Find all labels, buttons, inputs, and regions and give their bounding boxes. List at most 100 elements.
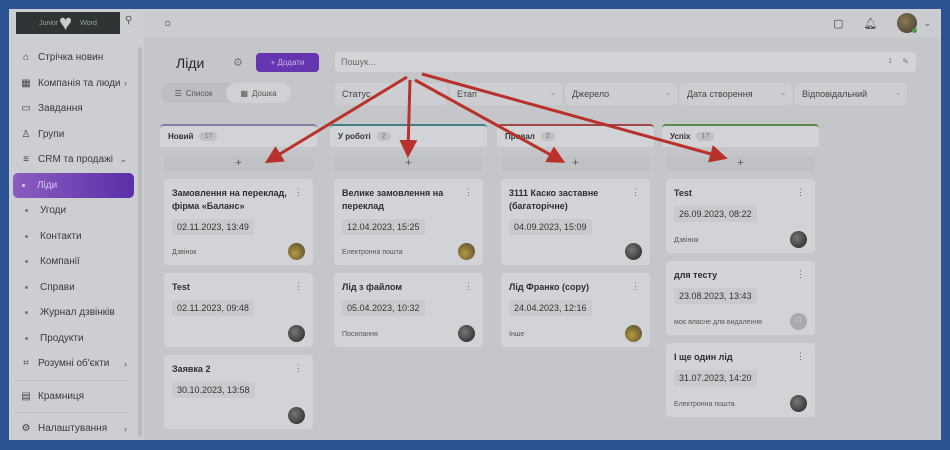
more-vertical-icon[interactable]: ⋮ [294, 363, 303, 373]
sidebar-item-companies[interactable]: Компанії [9, 249, 137, 275]
add-card-button[interactable]: + [501, 156, 650, 171]
assignee-avatar[interactable] [288, 407, 305, 424]
card-date: 26.09.2023, 08:22 [674, 206, 757, 222]
view-board-button[interactable]: ▦ Дошка [226, 83, 291, 103]
assignee-avatar[interactable] [790, 231, 807, 248]
sidebar-item-contacts[interactable]: Контакти [9, 224, 137, 250]
search-icon[interactable]: ○ [164, 16, 172, 30]
lead-card[interactable]: І ще один лід ⋮ 31.07.2023, 14:20 Електр… [666, 343, 815, 417]
lead-card[interactable]: Test ⋮ 26.09.2023, 08:22 Дзвінок [666, 179, 815, 253]
sidebar-item-label: Групи [38, 128, 65, 140]
filter-stage[interactable]: Етап ⌄ [450, 83, 562, 105]
store-icon: ▤ [21, 390, 31, 402]
user-avatar[interactable] [897, 13, 918, 33]
column-header: У роботі 2 [330, 124, 487, 147]
filter-source[interactable]: Джерело ⌄ [565, 83, 677, 105]
sidebar-item-label: Налаштування [38, 423, 108, 435]
more-vertical-icon[interactable]: ⋮ [796, 269, 805, 279]
chevron-down-icon: ⌄ [895, 90, 901, 97]
lead-card[interactable]: Test ⋮ 02.11.2023, 09:48 [164, 273, 313, 347]
bell-icon[interactable]: 🔔︎ [863, 17, 878, 30]
card-title: Лід з файлом [342, 282, 403, 292]
filter-label: Дата створення [687, 89, 753, 99]
sidebar-item-tasks[interactable]: ▭ Завдання [9, 96, 137, 122]
sidebar-item-leads[interactable]: Ліди [13, 172, 134, 198]
add-card-button[interactable]: + [164, 156, 313, 171]
lead-card[interactable]: Заявка 2 ⋮ 30.10.2023, 13:58 [164, 355, 313, 429]
card-source: Дзвінок [172, 249, 197, 256]
sidebar-item-crm[interactable]: ≡ CRM та продажі ⌄ [9, 147, 137, 173]
more-vertical-icon[interactable]: ⋮ [631, 281, 640, 291]
more-vertical-icon[interactable]: ⋮ [294, 281, 303, 291]
card-date: 02.11.2023, 09:48 [172, 300, 254, 316]
lead-card[interactable]: Лід Франко (copy) ⋮ 24.04.2023, 12:16 Ін… [501, 273, 650, 347]
more-vertical-icon[interactable]: ⋮ [796, 187, 805, 197]
sidebar-item-deals[interactable]: Угоди [9, 198, 137, 224]
sidebar-item-label: CRM та продажі [38, 154, 113, 166]
card-date: 24.04.2023, 12:16 [509, 300, 592, 316]
divider [15, 379, 131, 381]
sidebar-item-groups[interactable]: ♙ Групи [9, 122, 137, 148]
eraser-icon[interactable]: ✎ [902, 57, 909, 66]
sidebar-item-store[interactable]: ▤ Крамниця [9, 384, 137, 410]
assignee-avatar[interactable] [790, 395, 807, 412]
lead-card[interactable]: 3111 Каско заставне (багаторічне) ⋮ 04.0… [501, 179, 650, 265]
sidebar-item-smart-objects[interactable]: ⌗ Розумні об'єкти › [9, 351, 137, 377]
assignee-avatar[interactable] [288, 243, 305, 260]
card-source: Дзвінок [674, 237, 699, 244]
sidebar-item-call-log[interactable]: Журнал дзвінків [9, 300, 137, 326]
view-list-button[interactable]: ☰ Список [161, 83, 226, 103]
lead-card[interactable]: Замовлення на переклад, фірма «Баланс» ⋮… [164, 179, 313, 265]
filter-created-date[interactable]: Дата створення ⌄ [680, 83, 792, 105]
assignee-avatar[interactable] [458, 243, 475, 260]
add-card-button[interactable]: + [334, 156, 483, 171]
sidebar-item-news[interactable]: ⌂ Стрічка новин [9, 45, 137, 71]
settings-gear-icon[interactable]: ⚙ [233, 57, 243, 69]
card-title: Велике замовлення на переклад [342, 188, 444, 211]
card-source: Інше [509, 331, 525, 338]
gear-icon: ⚙ [21, 423, 31, 435]
sidebar-scrollbar[interactable] [138, 47, 142, 437]
logo: Junior ♥ Word [16, 12, 120, 34]
filter-responsible[interactable]: Відповідальний ⌄ [795, 83, 907, 105]
search-input[interactable]: Пошук... 1 ✎ [335, 52, 916, 72]
bullet-icon [25, 311, 28, 315]
more-vertical-icon[interactable]: ⋮ [464, 187, 473, 197]
card-source: Електронна пошта [674, 401, 735, 408]
logo-text: Word [80, 19, 97, 27]
card-source: Електронна пошта [342, 249, 403, 256]
assignee-avatar[interactable]: СТ [790, 313, 807, 330]
page-title: Ліди [176, 55, 205, 71]
card-source: Посилання [342, 331, 378, 338]
lead-card[interactable]: Велике замовлення на переклад ⋮ 12.04.20… [334, 179, 483, 265]
more-vertical-icon[interactable]: ⋮ [631, 187, 640, 197]
more-vertical-icon[interactable]: ⋮ [464, 281, 473, 291]
more-vertical-icon[interactable]: ⋮ [294, 187, 303, 197]
sidebar-item-label: Контакти [40, 230, 82, 242]
card-title: 3111 Каско заставне (багаторічне) [509, 188, 599, 211]
app-window: Junior ♥ Word ⚲ ⌂ Стрічка новин ▦ Компанія т… [9, 9, 941, 440]
chat-icon[interactable]: ▢ [833, 17, 844, 30]
lead-card[interactable]: для тесту ⋮ 23.08.2023, 13:43 моє власне… [666, 261, 815, 335]
more-vertical-icon[interactable]: ⋮ [796, 351, 805, 361]
sidebar-item-products[interactable]: Продукти [9, 326, 137, 352]
add-button[interactable]: + Додати [256, 53, 319, 72]
card-title: Замовлення на переклад, фірма «Баланс» [172, 188, 287, 211]
sidebar-item-company[interactable]: ▦ Компанія та люди › [9, 71, 137, 97]
card-source: моє власне для видалення [674, 319, 762, 326]
chevron-down-icon[interactable]: ⌄ [923, 17, 931, 28]
sidebar-item-settings[interactable]: ⚙ Налаштування › [9, 416, 137, 440]
pin-icon[interactable]: ⚲ [125, 15, 133, 26]
sidebar-item-activities[interactable]: Справи [9, 275, 137, 301]
add-card-button[interactable]: + [666, 156, 815, 171]
lead-card[interactable]: Лід з файлом ⋮ 05.04.2023, 10:32 Посилан… [334, 273, 483, 347]
assignee-avatar[interactable] [625, 243, 642, 260]
home-icon: ⌂ [22, 52, 30, 64]
assignee-avatar[interactable] [625, 325, 642, 342]
filter-label: Етап [457, 89, 477, 99]
assignee-avatar[interactable] [288, 325, 305, 342]
bullet-icon [25, 260, 28, 264]
assignee-avatar[interactable] [458, 325, 475, 342]
filter-status[interactable]: Статус ⌄ [335, 83, 447, 105]
column-header: Новий 17 [160, 124, 317, 147]
